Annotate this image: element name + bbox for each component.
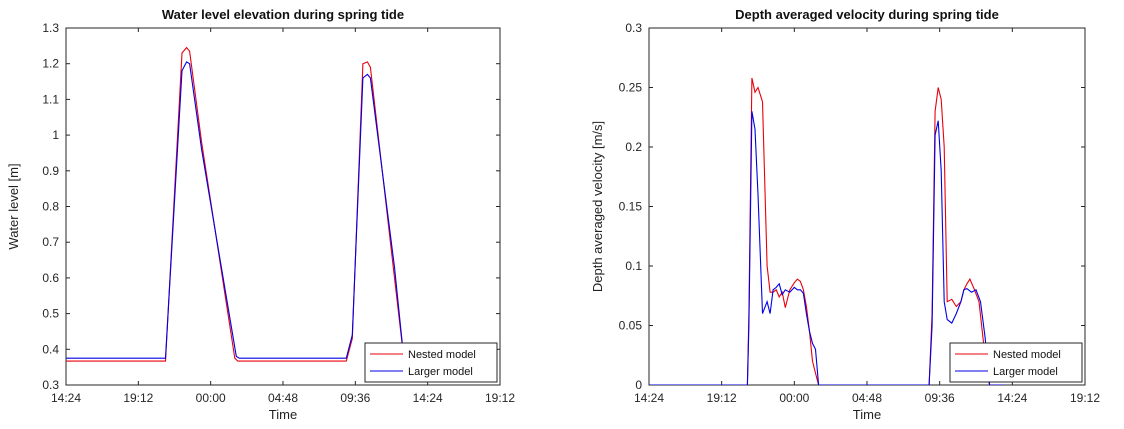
y-axis-label: Depth averaged velocity [m/s] <box>590 121 605 292</box>
x-tick-label: 19:12 <box>1070 391 1100 405</box>
y-tick-label: 0.6 <box>42 271 59 285</box>
x-tick-label: 14:24 <box>997 391 1027 405</box>
y-tick-label: 0.8 <box>42 200 59 214</box>
chart-title: Water level elevation during spring tide <box>162 7 404 22</box>
y-tick-label: 0 <box>635 378 642 392</box>
y-tick-label: 0.7 <box>42 235 59 249</box>
legend-box <box>364 342 498 383</box>
x-tick-label: 14:24 <box>51 391 81 405</box>
legend: Nested model Larger model <box>949 342 1083 383</box>
y-tick-label: 1.1 <box>42 92 59 106</box>
y-tick-label: 0.5 <box>42 307 59 321</box>
series-line-larger-model <box>649 111 1005 385</box>
y-tick-label: 0.05 <box>619 319 643 333</box>
x-tick-label: 14:24 <box>413 391 443 405</box>
x-tick-label: 19:12 <box>707 391 737 405</box>
x-tick-label: 19:12 <box>485 391 515 405</box>
legend-box <box>949 342 1083 383</box>
legend: Nested model Larger model <box>364 342 498 383</box>
legend-label: Nested model <box>408 349 476 361</box>
y-tick-label: 0.2 <box>625 140 642 154</box>
x-tick-label: 00:00 <box>779 391 809 405</box>
y-tick-label: 0.9 <box>42 164 59 178</box>
series-line-larger-model <box>66 61 405 359</box>
y-tick-label: 1 <box>52 128 59 142</box>
velocity-chart: Depth averaged velocity during spring ti… <box>590 7 1100 422</box>
y-tick-label: 0.1 <box>625 259 642 273</box>
plot-area <box>65 27 501 386</box>
y-axis-label: Water level [m] <box>6 163 21 249</box>
y-tick-label: 0.15 <box>619 200 643 214</box>
series-line-nested-model <box>66 46 405 362</box>
x-tick-label: 09:36 <box>925 391 955 405</box>
x-tick-label: 04:48 <box>268 391 298 405</box>
y-tick-label: 0.25 <box>619 81 643 95</box>
x-tick-label: 04:48 <box>852 391 882 405</box>
y-tick-label: 0.3 <box>42 378 59 392</box>
x-axis-label: Time <box>269 407 297 422</box>
y-tick-label: 1.3 <box>42 21 59 35</box>
x-tick-label: 19:12 <box>123 391 153 405</box>
x-tick-label: 00:00 <box>196 391 226 405</box>
plot-area <box>648 27 1086 386</box>
legend-label: Larger model <box>993 366 1058 378</box>
legend-label: Larger model <box>408 366 473 378</box>
y-tick-label: 0.3 <box>625 21 642 35</box>
chart-title: Depth averaged velocity during spring ti… <box>735 7 999 22</box>
legend-label: Nested model <box>993 349 1061 361</box>
x-tick-label: 14:24 <box>634 391 664 405</box>
water-level-chart: Water level elevation during spring tide… <box>6 7 515 422</box>
x-tick-label: 09:36 <box>340 391 370 405</box>
x-axis-label: Time <box>853 407 881 422</box>
y-tick-label: 0.4 <box>42 342 59 356</box>
y-tick-label: 1.2 <box>42 57 59 71</box>
